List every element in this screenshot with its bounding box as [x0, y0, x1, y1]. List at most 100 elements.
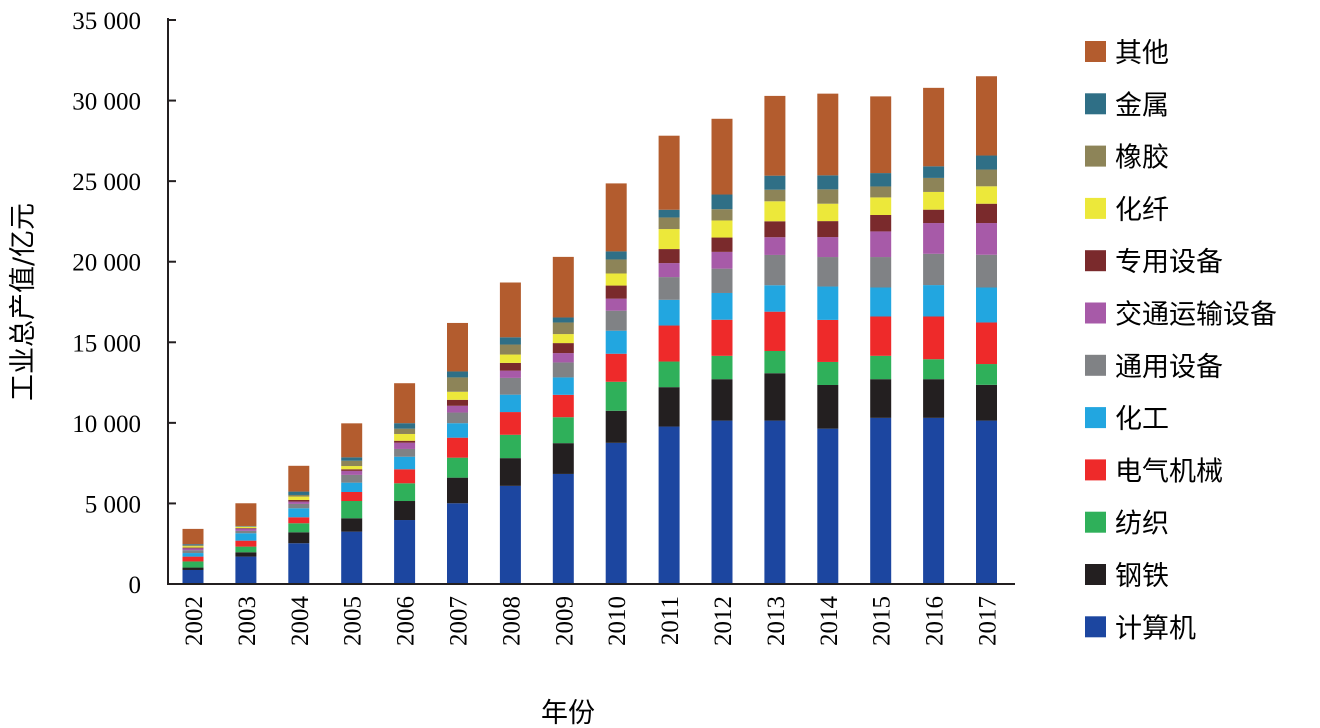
bar-segment-2010-3: [605, 353, 627, 382]
bar-segment-2017-8: [976, 186, 997, 204]
legend-label: 钢铁: [1115, 561, 1169, 592]
x-ticks: 2002 2003 2004 2005 2006 2007 2008 2009 2010 2011…: [181, 596, 1002, 647]
legend-item: 专用设备: [1085, 247, 1223, 278]
bar-segment-2009-10: [552, 317, 574, 323]
bar-segment-2004-4: [288, 508, 310, 518]
legend-item: 电气机械: [1085, 456, 1223, 487]
bar-segment-2002-0: [182, 569, 204, 584]
bar-segment-2010-0: [605, 442, 627, 584]
bar-segment-2015-0: [870, 417, 892, 584]
bar-segment-2007-9: [447, 377, 468, 392]
x-tick-label: 2007: [446, 596, 473, 646]
bar-segment-2014-10: [817, 175, 839, 190]
bar-segment-2011-0: [658, 426, 680, 584]
bar-segment-2014-1: [817, 384, 839, 429]
x-tick-label: 2004: [287, 596, 314, 647]
bar-segment-2011-10: [658, 209, 680, 218]
bar-segment-2014-0: [817, 428, 839, 584]
bar-segment-2010-9: [605, 259, 627, 274]
bar-segment-2015-10: [870, 173, 892, 187]
y-tick-label: 15 000: [72, 330, 141, 357]
x-tick-label: 2016: [922, 596, 949, 646]
bar-segment-2012-5: [711, 268, 733, 293]
bar-segment-2002-8: [182, 546, 204, 548]
bar-segment-2009-6: [552, 353, 574, 363]
bar-segment-2003-0: [235, 556, 257, 584]
bar-segment-2004-0: [288, 543, 310, 584]
bar-segment-2017-6: [976, 223, 997, 255]
x-tick-label: 2017: [975, 596, 1002, 646]
bar-segment-2012-10: [711, 194, 733, 210]
legend-label: 橡胶: [1115, 143, 1169, 174]
bar-segment-2007-7: [447, 399, 468, 406]
bar-segment-2013-4: [764, 285, 786, 312]
bar-stack-2006: [394, 383, 416, 584]
bar-segment-2015-3: [870, 316, 892, 356]
bar-segment-2016-1: [923, 379, 945, 418]
y-tick-label: 30 000: [72, 89, 141, 116]
bar-stack-2014: [817, 93, 839, 584]
bar-segment-2015-2: [870, 355, 892, 380]
bars-layer: [182, 76, 997, 584]
bar-segment-2007-3: [447, 437, 468, 458]
bar-segment-2002-6: [182, 548, 204, 551]
legend-item: 金属: [1085, 90, 1169, 121]
bar-segment-2002-5: [182, 550, 204, 554]
bar-segment-2011-11: [658, 135, 680, 210]
legend-swatch: [1085, 93, 1106, 115]
bar-segment-2005-0: [341, 531, 363, 584]
bar-segment-2010-2: [605, 381, 627, 411]
x-tick-label: 2010: [604, 596, 631, 646]
bar-segment-2014-9: [817, 189, 839, 204]
legend-label: 交通运输设备: [1115, 300, 1277, 331]
bar-segment-2007-0: [447, 503, 468, 584]
legend-label: 金属: [1115, 90, 1169, 121]
legend-swatch: [1085, 302, 1106, 324]
bar-segment-2009-2: [552, 417, 574, 444]
bar-stack-2017: [976, 76, 997, 584]
bar-segment-2005-5: [341, 474, 363, 483]
bar-segment-2015-4: [870, 287, 892, 317]
bar-segment-2010-1: [605, 410, 627, 443]
bar-segment-2007-8: [447, 391, 468, 400]
legend-label: 化纤: [1115, 195, 1169, 226]
bar-segment-2004-8: [288, 496, 310, 500]
bar-segment-2015-5: [870, 257, 892, 288]
legend-item: 纺织: [1085, 509, 1169, 540]
bar-segment-2016-3: [923, 316, 945, 360]
bar-segment-2009-5: [552, 362, 574, 378]
bar-segment-2009-4: [552, 377, 574, 395]
bar-segment-2003-6: [235, 528, 257, 531]
bar-segment-2005-10: [341, 457, 363, 461]
bar-segment-2016-9: [923, 177, 945, 192]
bar-segment-2009-9: [552, 322, 574, 335]
bar-segment-2016-11: [923, 87, 945, 167]
x-tick-label: 2008: [498, 596, 525, 646]
bar-stack-2012: [711, 118, 733, 584]
axes-layer: [167, 18, 1015, 585]
bar-segment-2003-11: [235, 503, 257, 526]
legend-label: 专用设备: [1115, 247, 1223, 278]
bar-segment-2004-9: [288, 494, 310, 497]
bar-stack-2009: [552, 256, 574, 584]
bar-segment-2003-4: [235, 533, 257, 541]
bar-segment-2016-4: [923, 285, 945, 317]
y-tick-label: 10 000: [72, 411, 141, 438]
bar-segment-2017-11: [976, 76, 997, 156]
x-tick-label: 2011: [657, 596, 684, 645]
legend-swatch: [1085, 250, 1106, 272]
bar-segment-2013-8: [764, 201, 786, 222]
bar-segment-2017-3: [976, 322, 997, 365]
bar-segment-2004-5: [288, 503, 310, 509]
bar-segment-2008-4: [499, 394, 521, 413]
bar-segment-2013-11: [764, 95, 786, 176]
y-tick-label: 25 000: [72, 169, 141, 196]
bar-segment-2009-7: [552, 343, 574, 354]
bar-segment-2008-9: [499, 344, 521, 355]
bar-segment-2010-11: [605, 183, 627, 252]
bar-segment-2012-9: [711, 209, 733, 221]
legend-swatch: [1085, 407, 1106, 429]
bar-stack-2005: [341, 423, 363, 584]
bar-segment-2011-4: [658, 299, 680, 326]
